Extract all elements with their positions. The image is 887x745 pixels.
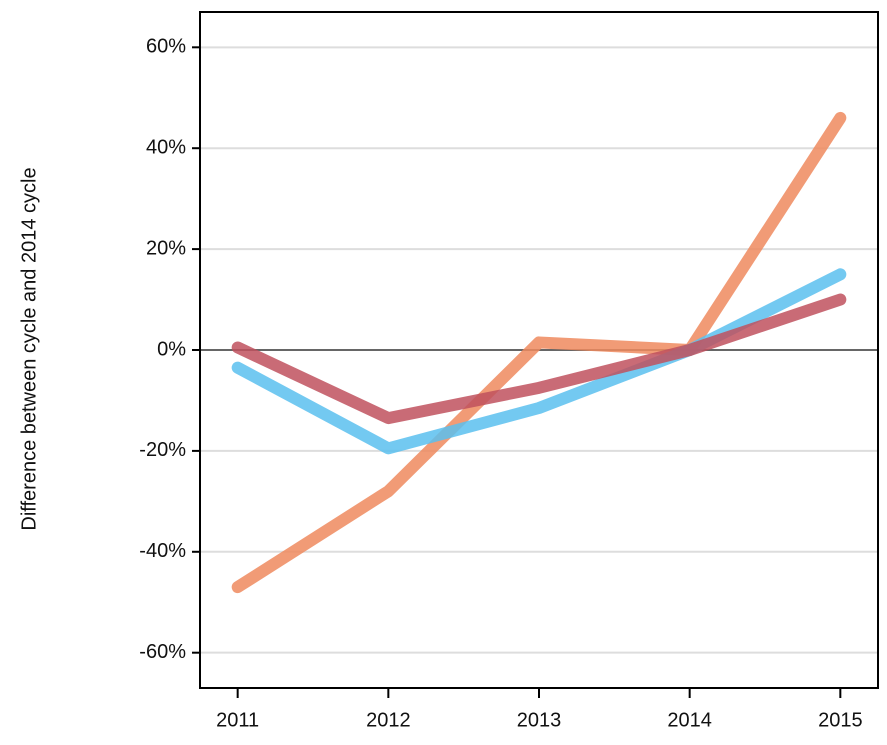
y-tick-label: 20% — [146, 237, 186, 259]
y-tick-label: -40% — [139, 540, 186, 562]
y-tick-label: -60% — [139, 641, 186, 663]
x-tick-label: 2012 — [366, 709, 411, 731]
y-tick-label: 0% — [157, 338, 186, 360]
x-tick-label: 2011 — [216, 709, 259, 731]
y-tick-label: 40% — [146, 136, 186, 158]
y-tick-label: 60% — [146, 36, 186, 58]
series-line — [231, 111, 847, 594]
x-tick-label: 2014 — [667, 709, 712, 731]
x-tick-label: 2015 — [818, 709, 863, 731]
x-tick-label: 2013 — [517, 709, 562, 731]
plot-frame — [199, 11, 879, 689]
series-line — [231, 268, 847, 455]
series-line — [231, 293, 847, 425]
y-axis-label: Difference between cycle and 2014 cycle — [18, 167, 40, 530]
y-tick-label: -20% — [139, 439, 186, 461]
